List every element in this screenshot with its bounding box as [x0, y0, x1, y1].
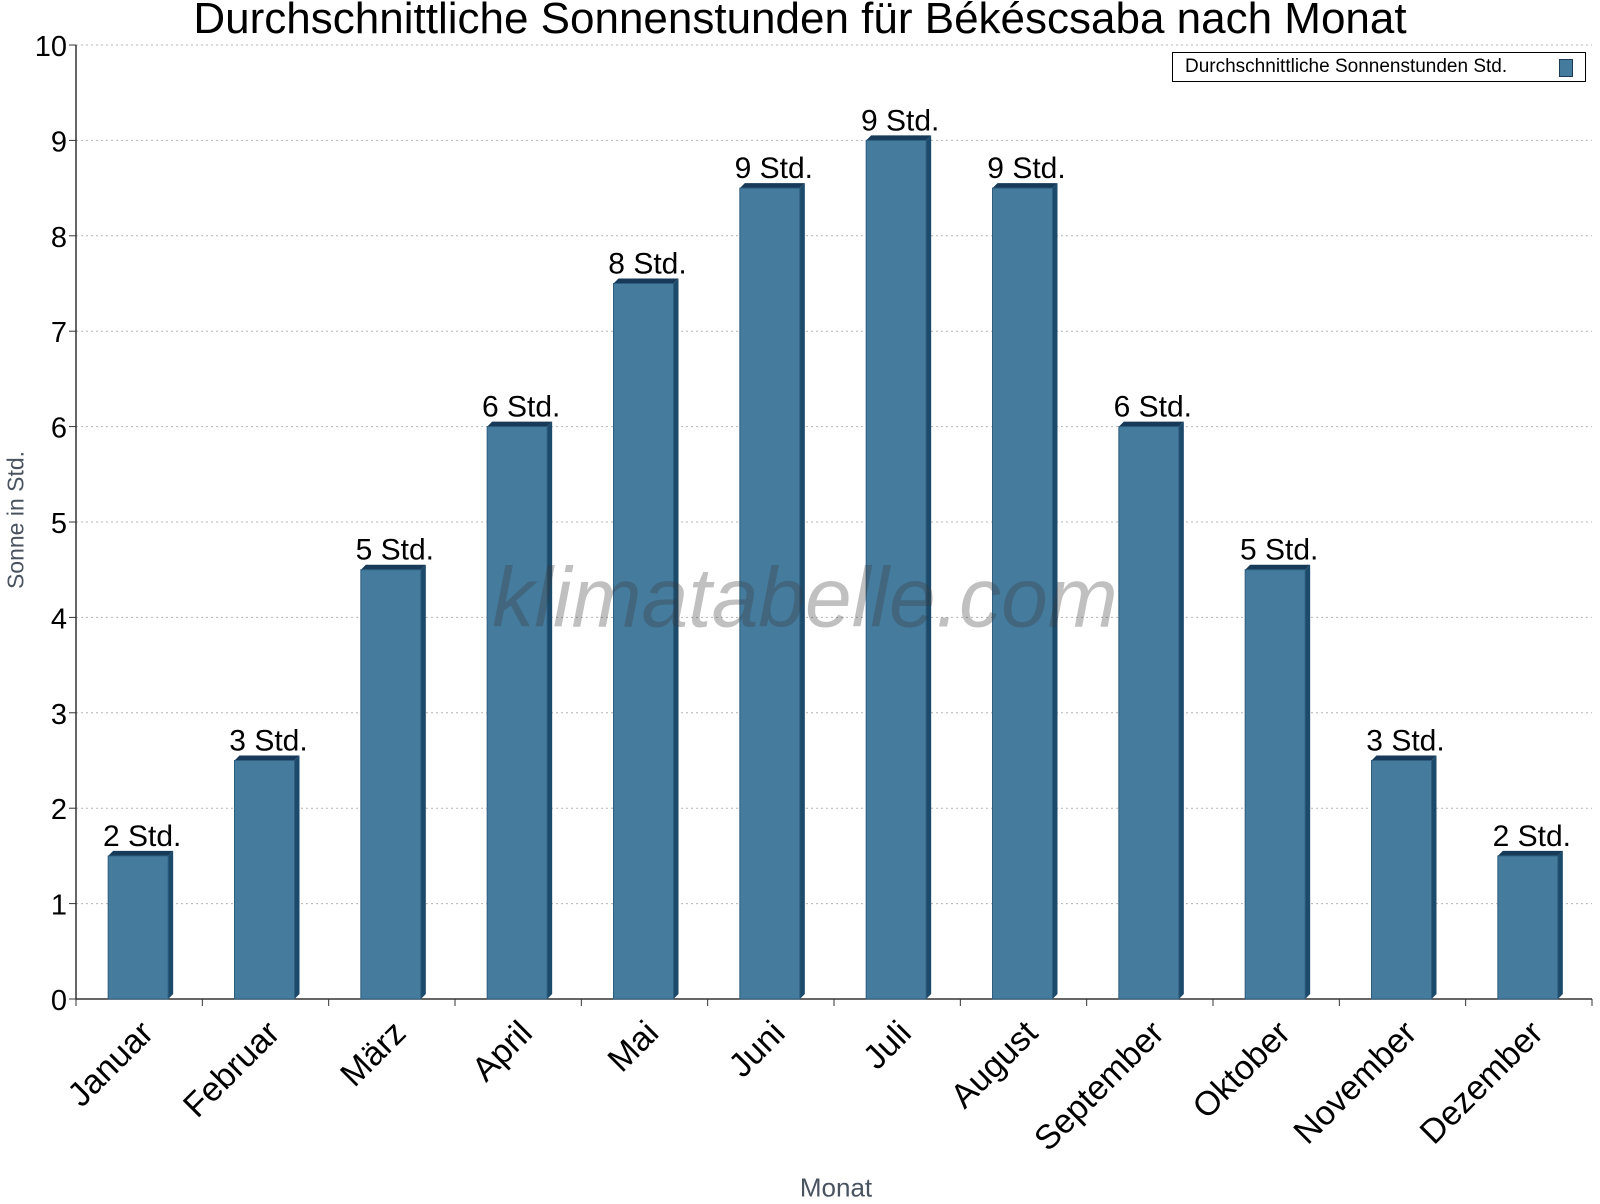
data-label: 8 Std.: [608, 248, 686, 281]
bar: [486, 426, 548, 1000]
y-tick-label: 2: [51, 794, 67, 826]
bar-top: [487, 421, 553, 427]
bar-side: [420, 564, 426, 999]
x-tick-label: Juni: [722, 1014, 793, 1085]
data-label: 2 Std.: [1493, 820, 1571, 853]
x-tick-label: Januar: [60, 1014, 160, 1114]
data-label: 3 Std.: [1366, 725, 1444, 758]
data-label: 9 Std.: [987, 152, 1065, 185]
y-tick-label: 10: [35, 31, 67, 63]
bar-side: [1052, 183, 1058, 1000]
x-tick-label: September: [1027, 1014, 1171, 1158]
data-label: 5 Std.: [1240, 534, 1318, 567]
y-tick-label: 8: [51, 222, 67, 254]
bar-top: [234, 755, 300, 761]
bar: [992, 187, 1053, 1000]
bar-side: [926, 135, 932, 999]
data-label: 2 Std.: [103, 820, 181, 853]
y-tick-label: 1: [51, 890, 67, 922]
bar: [1244, 569, 1306, 1000]
bar-top: [866, 135, 932, 141]
bar-top: [739, 183, 805, 189]
x-tick-label: Februar: [176, 1014, 287, 1125]
y-tick-label: 0: [51, 985, 67, 1017]
data-label: 9 Std.: [861, 104, 939, 137]
bar-top: [108, 850, 174, 856]
bar-side: [799, 183, 805, 1000]
bar: [613, 283, 674, 1000]
x-tick-label: November: [1286, 1014, 1424, 1152]
y-tick-label: 9: [51, 126, 67, 158]
x-tick-label: Juli: [856, 1014, 919, 1077]
legend-swatch: [1559, 59, 1573, 77]
bar-side: [1431, 755, 1437, 999]
y-tick-label: 7: [51, 317, 67, 349]
bar: [1118, 426, 1180, 1000]
bar-top: [1497, 850, 1563, 856]
x-tick-label: August: [943, 1013, 1045, 1115]
bar: [360, 569, 422, 1000]
legend: Durchschnittliche Sonnenstunden Std.: [1172, 52, 1586, 82]
data-label: 6 Std.: [1114, 391, 1192, 424]
x-tick-label: April: [465, 1014, 540, 1089]
legend-label: Durchschnittliche Sonnenstunden Std.: [1185, 56, 1508, 77]
chart-title: Durchschnittliche Sonnenstunden für Béké…: [193, 0, 1407, 43]
y-tick-label: 5: [51, 508, 67, 540]
bar-side: [294, 755, 300, 999]
bar-top: [992, 183, 1058, 189]
data-label: 3 Std.: [229, 725, 307, 758]
x-tick-label: Mai: [601, 1014, 667, 1080]
bar: [1497, 855, 1559, 1000]
data-label: 6 Std.: [482, 391, 560, 424]
bar-top: [1371, 755, 1437, 761]
y-tick-label: 3: [51, 699, 67, 731]
bar-side: [1178, 421, 1184, 1000]
bar-side: [673, 278, 679, 999]
bar-side: [547, 421, 553, 1000]
bar: [865, 139, 927, 1000]
x-tick-label: März: [333, 1014, 413, 1094]
bar-side: [168, 850, 174, 999]
x-tick-label: Dezember: [1413, 1014, 1551, 1152]
bar-side: [1305, 564, 1311, 999]
data-label: 5 Std.: [356, 534, 434, 567]
watermark: klimatabelle.com: [492, 550, 1118, 645]
bar: [107, 855, 169, 1000]
bar-top: [613, 278, 679, 284]
x-tick-label: Oktober: [1185, 1014, 1297, 1126]
bar-side: [1557, 850, 1563, 999]
bar-top: [1118, 421, 1184, 427]
bar: [739, 187, 801, 1000]
y-tick-label: 4: [51, 603, 67, 635]
y-tick-label: 6: [51, 413, 67, 445]
bar: [1371, 760, 1432, 1000]
x-axis-label: Monat: [799, 1172, 873, 1203]
data-label: 9 Std.: [735, 152, 813, 185]
bar-top: [360, 564, 426, 570]
bar-top: [1245, 564, 1311, 570]
y-axis-label: Sonne in Std.: [2, 450, 29, 590]
bar: [234, 760, 295, 1000]
